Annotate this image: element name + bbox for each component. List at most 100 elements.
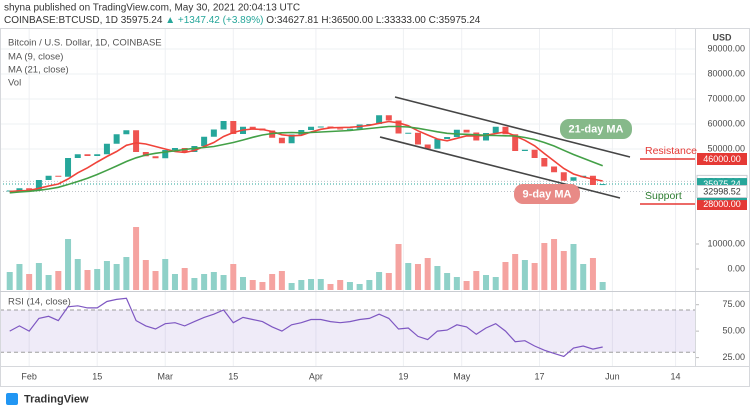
- volume-bar: [599, 282, 606, 290]
- candle-body: [171, 148, 178, 150]
- candle-body: [201, 136, 208, 146]
- volume-bar: [94, 269, 101, 290]
- candle-body: [152, 156, 159, 159]
- candle-body: [492, 126, 499, 133]
- candle-body: [133, 130, 140, 152]
- volume-bar: [453, 277, 460, 290]
- y-tick-label: 75.00: [722, 299, 745, 309]
- price-box-label: 28000.00: [703, 199, 741, 209]
- volume-bar: [327, 284, 334, 290]
- ma-line: [9, 125, 603, 194]
- legend-entry: MA (9, close): [8, 52, 63, 63]
- candle-body: [346, 128, 353, 130]
- candle-body: [512, 134, 519, 151]
- candle-body: [45, 175, 52, 180]
- volume-bar: [123, 257, 130, 290]
- candle-body: [55, 175, 62, 177]
- volume-bar: [6, 272, 13, 290]
- volume-bar: [249, 280, 256, 290]
- candle-body: [560, 172, 567, 181]
- candle-body: [249, 126, 256, 129]
- candle-body: [35, 180, 42, 191]
- candle-body: [463, 129, 470, 133]
- candle-body: [65, 158, 72, 177]
- volume-bar: [473, 271, 480, 290]
- candle-body: [278, 137, 285, 144]
- candle-body: [162, 150, 169, 159]
- callout-box: [514, 184, 580, 204]
- candle-body: [531, 149, 538, 158]
- chart-title: Bitcoin / U.S. Dollar, 1D, COINBASE: [8, 38, 162, 49]
- legend-entry: Vol: [8, 78, 21, 89]
- publisher: shyna published on TradingView.com, May …: [4, 3, 300, 14]
- volume-bar: [133, 227, 140, 290]
- candle-body: [288, 134, 295, 144]
- candle-body: [317, 126, 324, 128]
- x-tick-label: 15: [228, 371, 238, 381]
- candle-body: [414, 132, 421, 145]
- volume-bar: [230, 264, 237, 290]
- candle-body: [405, 132, 412, 134]
- volume-bar: [26, 274, 33, 290]
- candle-body: [502, 126, 509, 135]
- candle-body: [74, 154, 81, 158]
- brand: TradingView: [24, 393, 89, 405]
- volume-bar: [570, 244, 577, 290]
- volume-bar: [210, 272, 217, 290]
- candle-body: [220, 121, 227, 130]
- volume-bar: [492, 277, 499, 290]
- change: ▲ +1347.42 (+3.89%): [165, 15, 263, 26]
- candle-body: [230, 121, 237, 134]
- volume-bar: [35, 263, 42, 290]
- x-tick-label: Jun: [605, 371, 620, 381]
- candle-body: [376, 115, 383, 124]
- volume-bar: [560, 251, 567, 290]
- volume-bar: [376, 272, 383, 290]
- volume-bar: [201, 274, 208, 290]
- x-tick-label: 14: [671, 371, 681, 381]
- volume-bar: [395, 244, 402, 290]
- rsi-band: [0, 309, 695, 353]
- candle-body: [94, 154, 101, 156]
- legend-entry: MA (21, close): [8, 65, 69, 76]
- volume-bar: [308, 279, 315, 290]
- volume-bar: [171, 274, 178, 290]
- last-price: 35975.24: [121, 15, 163, 26]
- volume-bar: [298, 280, 305, 290]
- volume-bar: [152, 271, 159, 290]
- volume-bar: [55, 271, 62, 290]
- candle-body: [551, 166, 558, 173]
- volume-bar: [16, 264, 23, 290]
- candle-body: [385, 115, 392, 121]
- candle-body: [142, 152, 149, 157]
- candle-body: [337, 128, 344, 130]
- volume-bar: [181, 268, 188, 290]
- level-name: Support: [645, 190, 682, 202]
- volume-bar: [45, 275, 52, 290]
- y-tick-label: 25.00: [722, 352, 745, 362]
- candle-body: [16, 188, 23, 191]
- candle-body: [26, 188, 33, 191]
- symbol: COINBASE:BTCUSD, 1D: [4, 15, 118, 26]
- ma-line: [9, 120, 603, 193]
- volume-bar: [521, 260, 528, 290]
- volume-bar: [74, 259, 81, 290]
- x-tick-label: Feb: [21, 371, 37, 381]
- ohlc: O:34627.81 H:36500.00 L:33333.00 C:35975…: [266, 15, 481, 26]
- price-box: [697, 153, 747, 165]
- volume-bar: [259, 282, 266, 290]
- y-tick-label: 80000.00: [707, 68, 745, 78]
- candle-body: [113, 134, 120, 144]
- plot-layer: Feb 15 Mar 15 Apr 19 May 17 Jun 14 90000.00 80000.0…: [0, 29, 745, 381]
- y-tick-label: 0.00: [727, 263, 745, 273]
- volume-bar: [385, 273, 392, 290]
- volume-bar: [483, 275, 490, 290]
- candle-body: [434, 139, 441, 149]
- volume-bar: [541, 243, 548, 290]
- volume-bar: [589, 258, 596, 290]
- level-name: Resistance: [645, 145, 697, 157]
- volume-bar: [220, 275, 227, 290]
- candle-body: [521, 149, 528, 151]
